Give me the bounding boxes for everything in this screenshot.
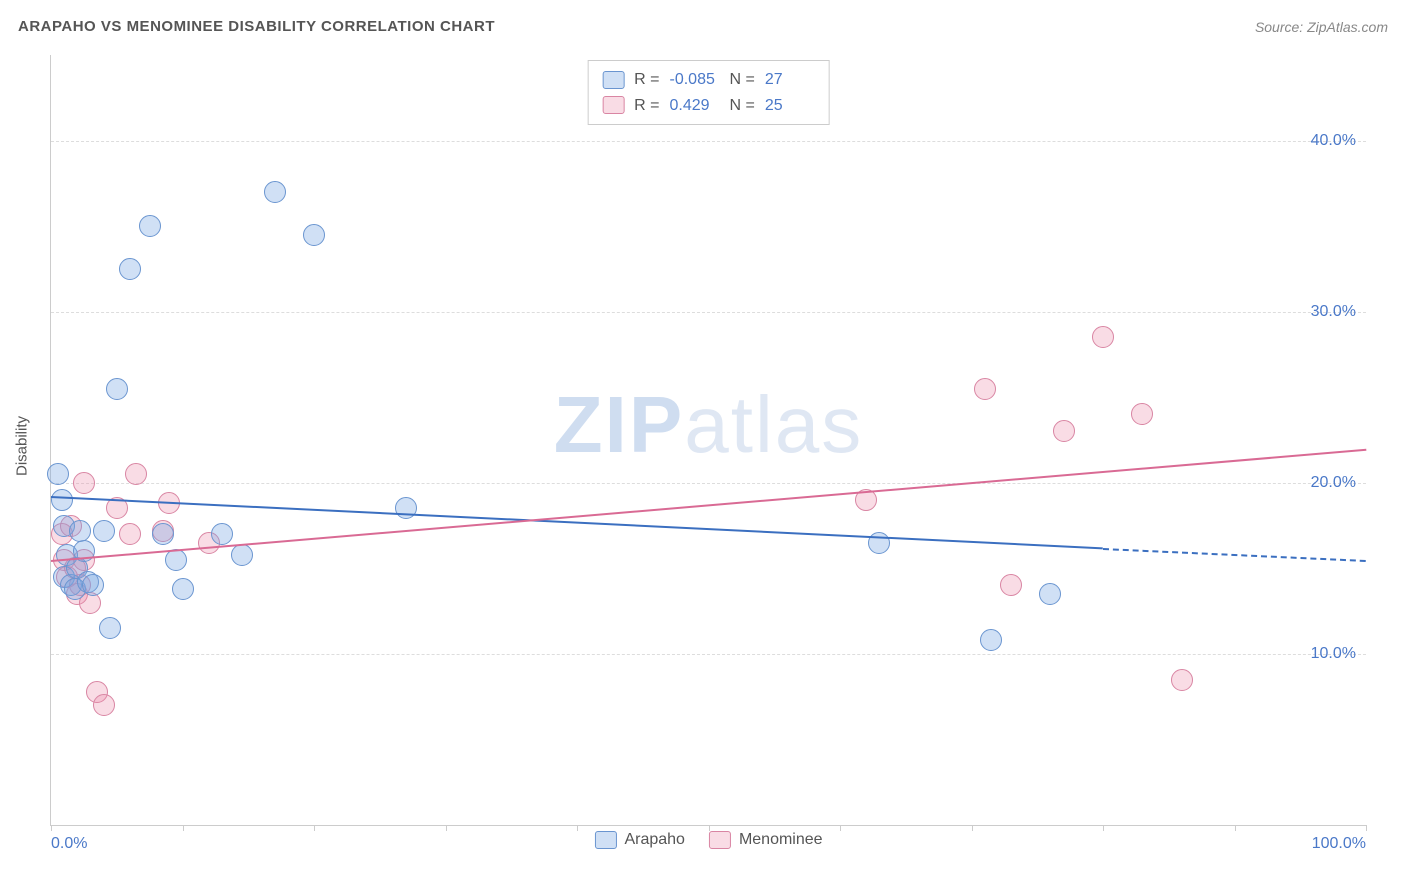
x-tick [840,825,841,831]
scatter-plot-area: ZIPatlas R = -0.085 N = 27 R = 0.429 N =… [50,55,1366,826]
legend-row-menominee: R = 0.429 N = 25 [602,93,815,119]
arapaho-point [980,629,1002,651]
gridline [51,483,1366,484]
n-value-arapaho: 27 [765,67,815,93]
x-tick-label: 100.0% [1312,835,1366,853]
chart-title: ARAPAHO VS MENOMINEE DISABILITY CORRELAT… [18,18,495,35]
arapaho-point [231,544,253,566]
series-legend: Arapaho Menominee [594,831,822,849]
gridline [51,312,1366,313]
arapaho-swatch-icon [594,831,616,849]
arapaho-point [395,497,417,519]
arapaho-trend-line-dashed [1103,548,1366,562]
n-label: N = [730,67,755,93]
menominee-point [974,378,996,400]
y-tick-label: 40.0% [1311,132,1356,150]
arapaho-point [1039,583,1061,605]
arapaho-point [868,532,890,554]
menominee-swatch-icon [602,96,624,114]
gridline [51,654,1366,655]
x-tick [577,825,578,831]
watermark-atlas: atlas [684,380,863,469]
arapaho-point [99,617,121,639]
menominee-point [1171,669,1193,691]
menominee-point [125,463,147,485]
x-tick [1235,825,1236,831]
watermark: ZIPatlas [554,379,863,471]
arapaho-point [69,520,91,542]
arapaho-point [303,224,325,246]
n-label: N = [730,93,755,119]
menominee-point [1053,420,1075,442]
x-tick [1103,825,1104,831]
arapaho-point [106,378,128,400]
arapaho-point [51,489,73,511]
legend-item-arapaho: Arapaho [594,831,685,849]
arapaho-point [172,578,194,600]
arapaho-point [93,520,115,542]
x-tick-label: 0.0% [51,835,87,853]
arapaho-point [47,463,69,485]
n-value-menominee: 25 [765,93,815,119]
menominee-point [1131,403,1153,425]
menominee-point [93,694,115,716]
y-tick-label: 20.0% [1311,474,1356,492]
x-tick [314,825,315,831]
x-tick [709,825,710,831]
x-tick [51,825,52,831]
legend-item-menominee: Menominee [709,831,823,849]
watermark-zip: ZIP [554,380,684,469]
chart-header: ARAPAHO VS MENOMINEE DISABILITY CORRELAT… [18,18,1388,35]
gridline [51,141,1366,142]
arapaho-point [211,523,233,545]
arapaho-point [119,258,141,280]
r-value-menominee: 0.429 [670,93,720,119]
r-label: R = [634,93,659,119]
arapaho-point [264,181,286,203]
arapaho-point [152,523,174,545]
r-label: R = [634,67,659,93]
menominee-point [119,523,141,545]
y-axis-label: Disability [14,416,31,476]
chart-source: Source: ZipAtlas.com [1255,19,1388,35]
legend-label-arapaho: Arapaho [624,831,685,849]
correlation-legend: R = -0.085 N = 27 R = 0.429 N = 25 [587,60,830,125]
menominee-swatch-icon [709,831,731,849]
x-tick [183,825,184,831]
menominee-point [73,472,95,494]
y-tick-label: 10.0% [1311,645,1356,663]
r-value-arapaho: -0.085 [670,67,720,93]
legend-label-menominee: Menominee [739,831,823,849]
legend-row-arapaho: R = -0.085 N = 27 [602,67,815,93]
arapaho-swatch-icon [602,71,624,89]
x-tick [446,825,447,831]
x-tick [972,825,973,831]
x-tick [1366,825,1367,831]
y-tick-label: 30.0% [1311,303,1356,321]
menominee-point [1092,326,1114,348]
arapaho-point [139,215,161,237]
menominee-point [1000,574,1022,596]
arapaho-point [82,574,104,596]
